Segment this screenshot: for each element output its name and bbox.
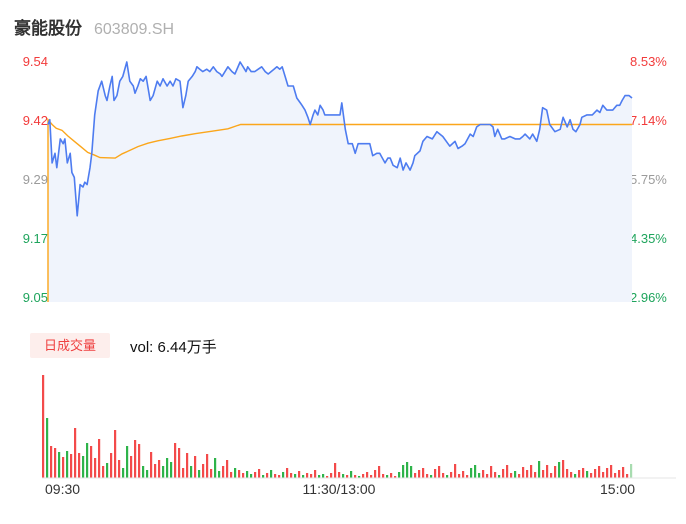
volume-bar-chart[interactable]	[0, 360, 686, 480]
price-tick-2: 9.42	[22, 113, 48, 128]
percent-tick-2: 7.14%	[630, 113, 667, 128]
stock-name: 豪能股份	[14, 19, 82, 38]
intraday-price-chart[interactable]	[0, 0, 686, 335]
percent-tick-1: 8.53%	[630, 54, 667, 69]
volume-value-label: vol: 6.44万手	[130, 339, 217, 356]
percent-tick-5: 2.96%	[630, 290, 667, 305]
header: 豪能股份 603809.SH	[14, 14, 174, 38]
time-tick-open: 09:30	[45, 481, 81, 497]
time-tick-close: 15:00	[600, 481, 636, 497]
daily-volume-badge[interactable]: 日成交量	[30, 333, 110, 358]
price-tick-3: 9.29	[22, 172, 48, 187]
time-tick-noon: 11:30/13:00	[302, 481, 376, 497]
price-tick-5: 9.05	[22, 290, 48, 305]
percent-tick-4: 4.35%	[630, 231, 667, 246]
percent-tick-3: 5.75%	[630, 172, 667, 187]
price-tick-4: 9.17	[22, 231, 48, 246]
stock-code: 603809.SH	[94, 21, 175, 38]
price-tick-1: 9.54	[22, 54, 48, 69]
